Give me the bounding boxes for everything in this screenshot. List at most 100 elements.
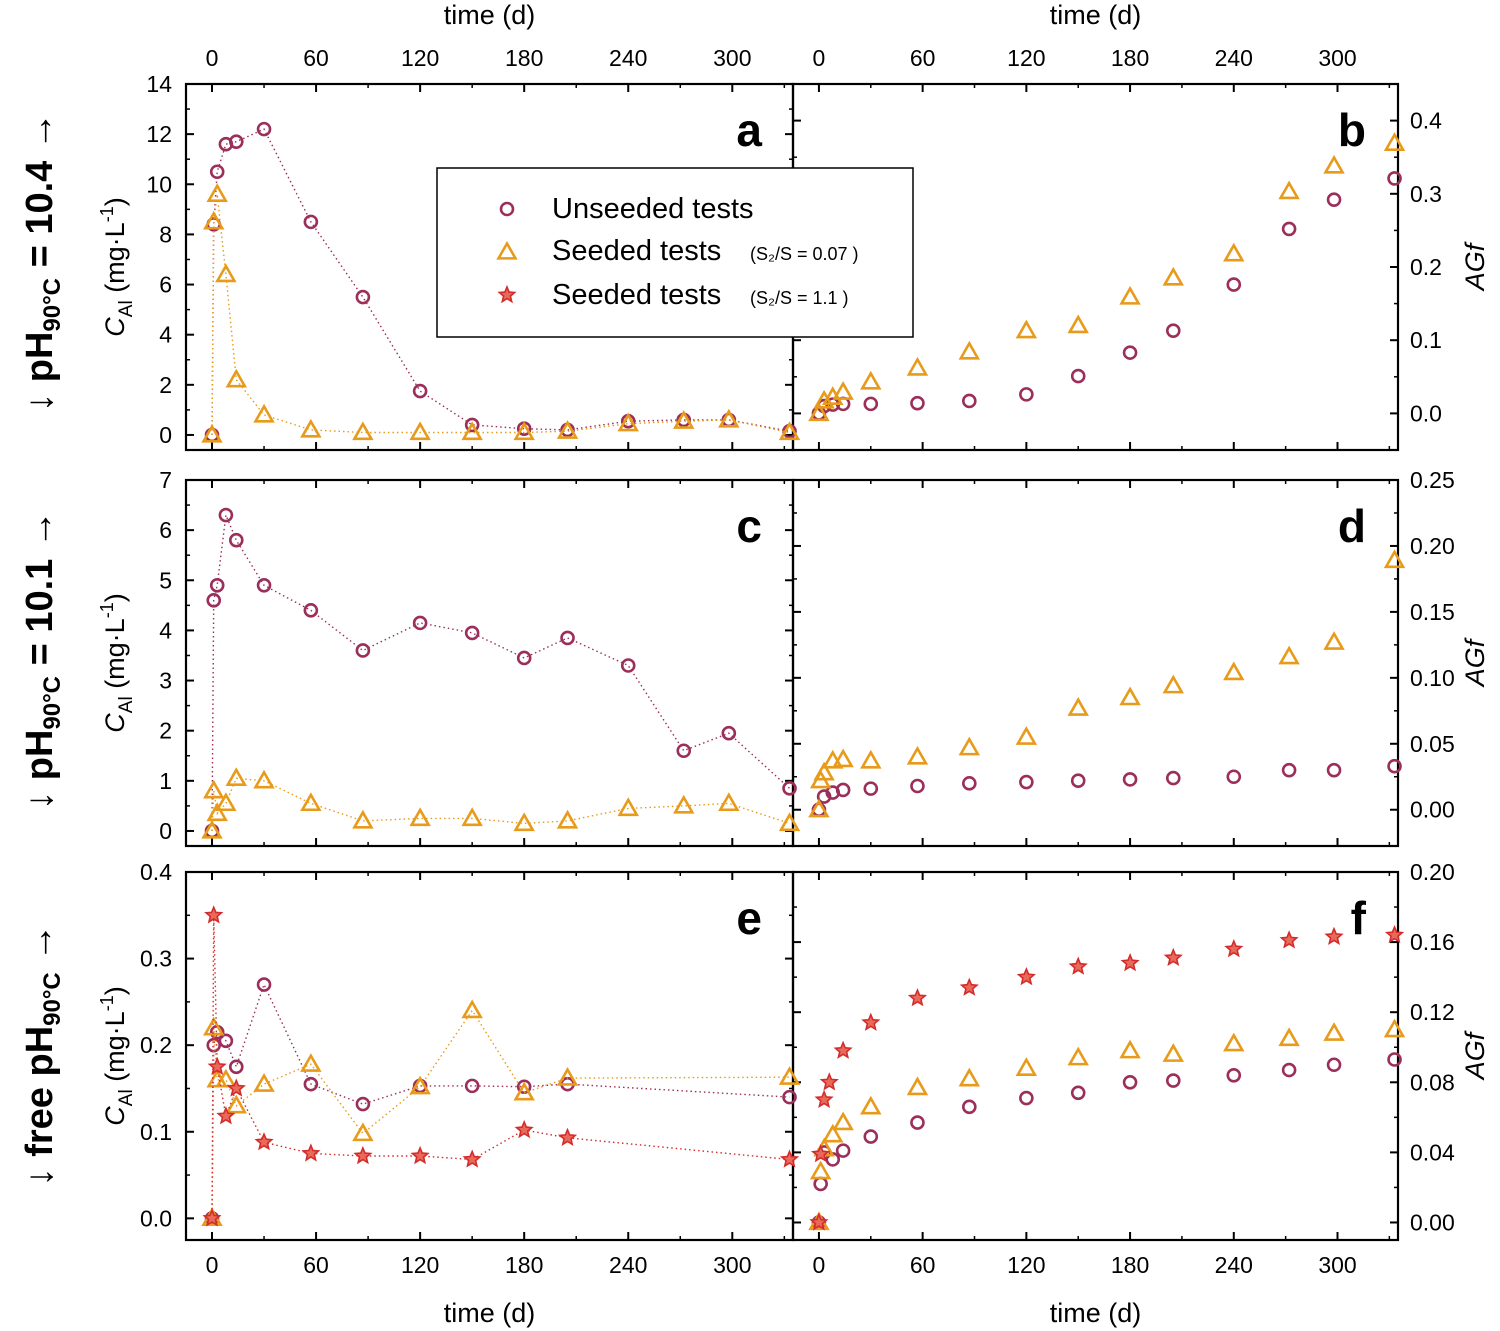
data-point-triangle <box>409 807 431 827</box>
data-point-triangle <box>556 809 579 829</box>
panel-b: 0 60 120 180 240 300 time (d) 0.0 0.1 0.2 0.3 0.4 AG… <box>791 0 1490 452</box>
y-tick-label: 0.1 <box>140 1119 172 1145</box>
data-point-circle <box>209 164 225 180</box>
series-line <box>211 982 790 1219</box>
data-point-circle <box>303 603 319 618</box>
row-label-main: pH <box>19 1026 61 1077</box>
y-axis-title: AGf <box>1460 241 1490 292</box>
data-point-triangle <box>1223 242 1245 262</box>
data-point-triangle <box>832 748 854 768</box>
y-title-unit: (mg·L <box>100 618 130 696</box>
series-star <box>809 925 1405 1231</box>
data-point-triangle <box>215 1068 237 1088</box>
legend-marker-seeded-11 <box>497 284 517 304</box>
y-tick-label: 0.05 <box>1410 731 1455 757</box>
data-point-circle <box>863 781 879 796</box>
data-point-circle <box>464 417 480 433</box>
y-tick-label: 3 <box>159 668 172 694</box>
data-point-triangle <box>832 381 854 400</box>
x-tick-label: 0 <box>813 1252 826 1278</box>
row-label-suffix: = 10.4 → <box>19 112 61 278</box>
data-point-star <box>254 1132 274 1151</box>
data-point-star <box>1224 938 1244 958</box>
y-tick-label: 0.12 <box>1410 999 1455 1025</box>
data-point-circle <box>1019 387 1034 402</box>
series-triangle <box>201 999 801 1227</box>
data-point-triangle <box>556 1066 579 1086</box>
y-title-sub: Al <box>116 696 137 713</box>
data-point-triangle <box>1323 631 1345 650</box>
data-point-circle <box>835 782 851 798</box>
data-point-star <box>202 1208 222 1227</box>
x-tick-label-top: 60 <box>303 45 329 71</box>
panel-d-data <box>808 549 1406 818</box>
data-point-circle <box>1122 345 1138 360</box>
data-point-triangle <box>225 1094 248 1114</box>
data-point-triangle <box>253 769 275 789</box>
data-point-triangle <box>778 1066 801 1085</box>
x-tick-label-top: 180 <box>505 45 543 71</box>
panel-letter: a <box>736 104 762 156</box>
data-point-triangle <box>1015 1057 1038 1076</box>
data-point-circle <box>863 396 879 412</box>
y-tick-label: 10 <box>146 171 172 197</box>
x-tick-label-top: 300 <box>1318 45 1356 71</box>
data-point-star <box>814 1089 834 1109</box>
x-axis-title: time (d) <box>444 1298 536 1328</box>
data-point-circle <box>355 643 371 658</box>
data-point-triangle <box>556 420 579 439</box>
data-point-triangle <box>215 792 237 812</box>
y-tick-label: 8 <box>159 221 172 247</box>
y-tick-label: 4 <box>159 322 172 348</box>
data-point-star <box>779 1149 800 1168</box>
y-title-sup: -1 <box>97 995 117 1011</box>
data-point-circle <box>620 658 636 673</box>
series-triangle <box>808 132 1406 422</box>
data-point-star <box>959 977 979 996</box>
x-tick-label: 60 <box>910 1252 936 1278</box>
legend-markers <box>496 201 518 304</box>
legend-box <box>436 167 914 338</box>
data-point-triangle <box>1015 726 1038 745</box>
data-point-circle <box>256 577 272 593</box>
legend-note-seeded-11: (S₂/S = 1.1 ) <box>750 288 849 308</box>
data-point-triangle <box>409 421 431 441</box>
row-label-prefix: ↓ free <box>19 1077 61 1187</box>
data-point-star <box>1384 925 1405 944</box>
data-point-triangle <box>352 1122 374 1142</box>
y-tick-label: 0.2 <box>1410 254 1442 280</box>
data-point-triangle <box>1162 1043 1185 1062</box>
row-label-sub: 90°C <box>39 676 66 730</box>
data-point-circle <box>206 1037 222 1053</box>
x-tick-label-top: 240 <box>609 45 647 71</box>
row-label-suffix: → <box>19 924 61 973</box>
data-point-star <box>1120 952 1140 972</box>
data-point-circle <box>813 1176 828 1192</box>
data-point-star <box>216 1106 236 1125</box>
data-point-triangle <box>860 370 882 390</box>
panel-letter: f <box>1351 892 1367 944</box>
data-point-triangle <box>253 1073 275 1092</box>
y-axis-title: CAl (mg·L-1) <box>97 197 137 336</box>
y-tick-label: 0.0 <box>1410 400 1442 426</box>
data-point-star <box>819 1072 839 1091</box>
y-axis-title: AGf <box>1460 1030 1490 1081</box>
data-point-triangle <box>958 1067 981 1087</box>
panel-letter: c <box>736 500 762 552</box>
legend-note-seeded-007: (S₂/S = 0.07 ) <box>750 244 859 264</box>
y-tick-label: 0.2 <box>140 1032 172 1058</box>
row-label-main: pH <box>19 332 61 383</box>
y-title-sup: -1 <box>97 206 117 222</box>
data-point-circle <box>1226 769 1242 785</box>
data-point-triangle <box>718 408 740 428</box>
data-point-triangle <box>860 1095 882 1115</box>
x-tick-label-top: 240 <box>1215 45 1253 71</box>
panel-c: 0 1 2 3 4 5 6 7 CAl (mg·L-1) c <box>97 467 795 848</box>
data-point-triangle <box>1323 154 1345 174</box>
series-star <box>202 905 800 1227</box>
data-point-circle <box>782 1089 797 1105</box>
data-point-circle <box>206 593 222 608</box>
y-tick-label: 6 <box>159 272 172 298</box>
x-tick-label-top: 180 <box>1111 45 1149 71</box>
y-tick-label: 0.00 <box>1410 1209 1455 1235</box>
